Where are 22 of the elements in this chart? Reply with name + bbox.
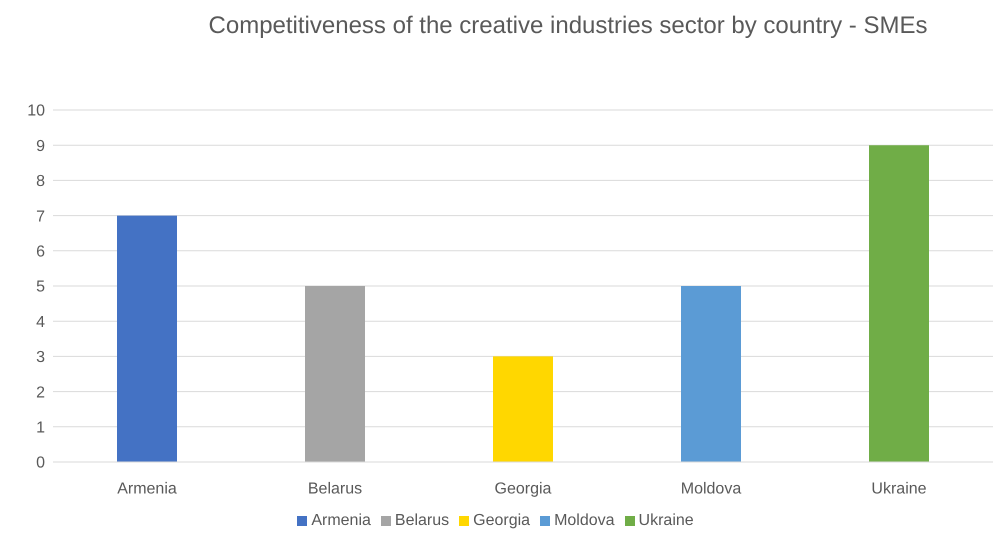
y-tick-label: 0 (36, 454, 46, 472)
x-tick-label: Ukraine (871, 480, 927, 498)
legend-label: Ukraine (638, 512, 694, 529)
y-tick-label: 10 (27, 102, 46, 120)
x-tick-label: Armenia (117, 480, 177, 498)
y-tick-label: 9 (36, 138, 46, 155)
y-tick-label: 1 (36, 419, 46, 436)
x-tick-label: Georgia (494, 480, 552, 498)
y-tick-label: 7 (36, 208, 46, 226)
legend-label: Moldova (554, 512, 615, 529)
y-tick-label: 3 (36, 349, 46, 366)
x-tick-label: Belarus (308, 480, 362, 498)
chart-title: Competitiveness of the creative industries sector by country - SMEs (208, 11, 928, 41)
y-tick-label: 2 (36, 384, 46, 402)
y-tick-label: 5 (36, 278, 46, 296)
y-tick-label: 6 (36, 243, 46, 260)
legend-label: Georgia (473, 512, 530, 529)
y-tick-label: 8 (36, 173, 46, 190)
y-tick-label: 4 (36, 314, 46, 331)
legend-label: Armenia (311, 512, 371, 529)
legend-label: Belarus (394, 512, 450, 529)
x-tick-label: Moldova (680, 480, 742, 498)
